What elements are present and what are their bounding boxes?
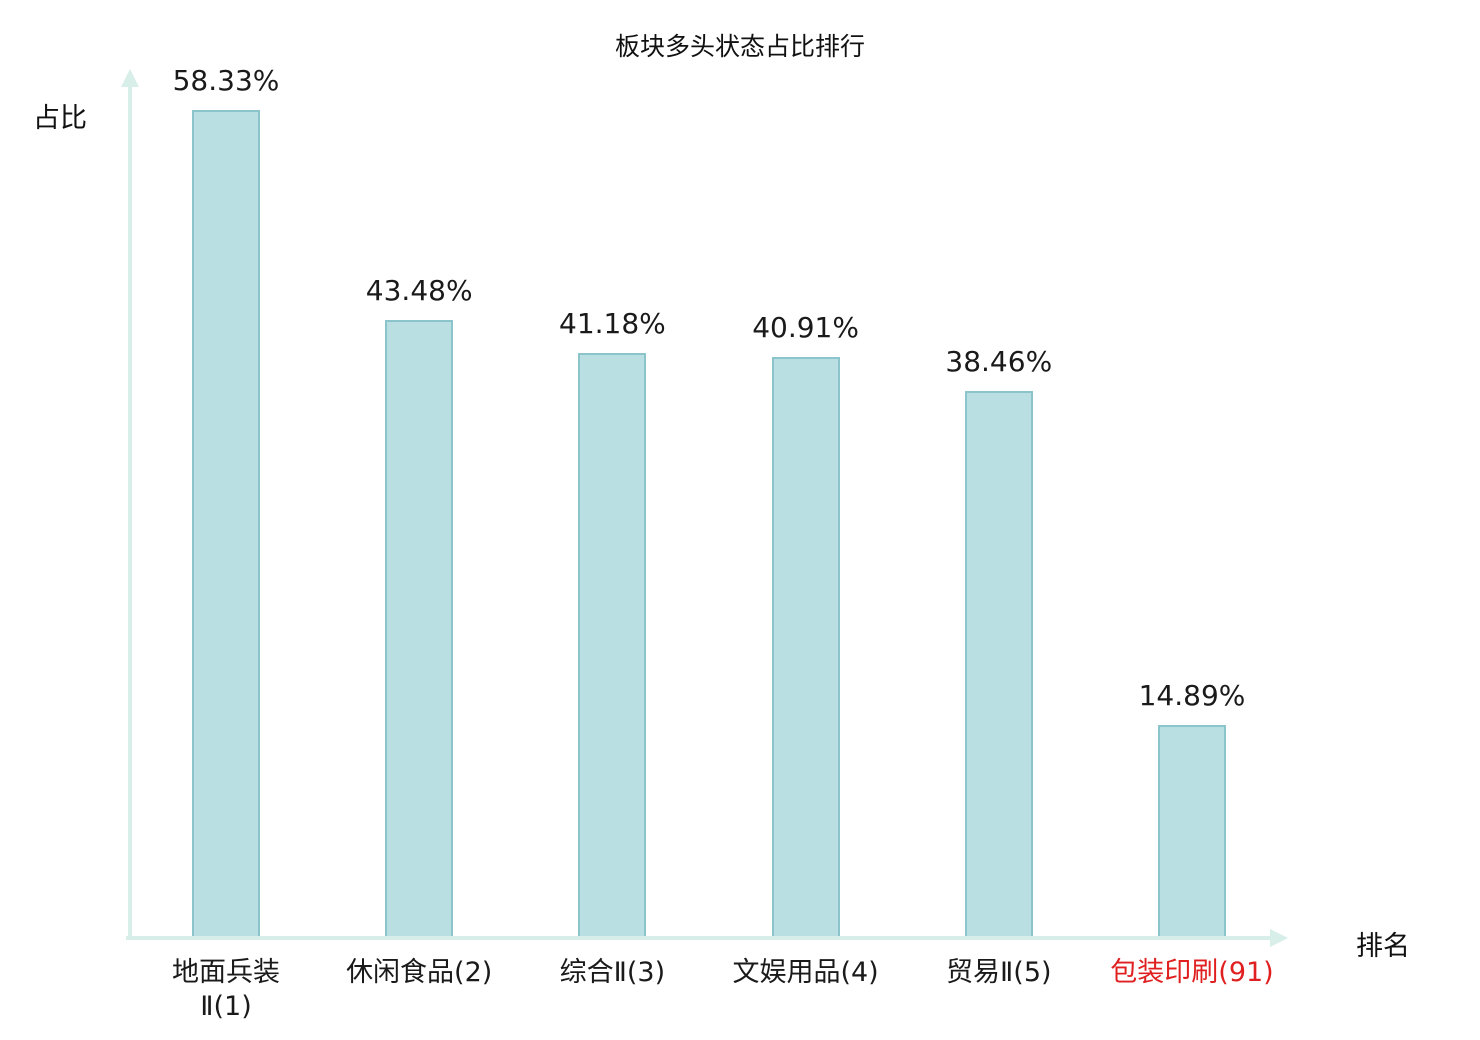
bar-category-label: 贸易Ⅱ(5): [946, 957, 1052, 988]
chart-title: 板块多头状态占比排行: [614, 32, 865, 61]
bar-value-label: 43.48%: [365, 274, 473, 307]
bar: [1158, 725, 1226, 936]
bar-value-label: 58.33%: [172, 64, 280, 97]
bar: [964, 391, 1033, 936]
y-axis-label: 占比: [33, 103, 87, 134]
y-axis-arrow-icon: [121, 69, 139, 87]
bar-category-label: 综合Ⅱ(3): [559, 957, 666, 988]
y-axis-line: [128, 86, 132, 938]
bar: [385, 320, 454, 936]
bar: [771, 357, 840, 936]
bar-category-label: 地面兵装 Ⅱ(1): [172, 957, 280, 1022]
bar: [192, 110, 260, 936]
bar-category-label: 休闲食品(2): [346, 957, 493, 988]
bar-category-label: 包装印刷(91): [1110, 957, 1274, 988]
bar: [578, 353, 647, 936]
bar-value-label: 40.91%: [752, 311, 859, 344]
x-axis-line: [126, 936, 1272, 940]
bar-value-label: 41.18%: [559, 307, 666, 340]
x-axis-arrow-icon: [1270, 929, 1288, 947]
bar-category-label: 文娱用品(4): [732, 957, 879, 988]
x-axis-label: 排名: [1356, 931, 1410, 962]
bar-value-label: 14.89%: [1138, 679, 1246, 712]
bar-value-label: 38.46%: [945, 345, 1053, 378]
